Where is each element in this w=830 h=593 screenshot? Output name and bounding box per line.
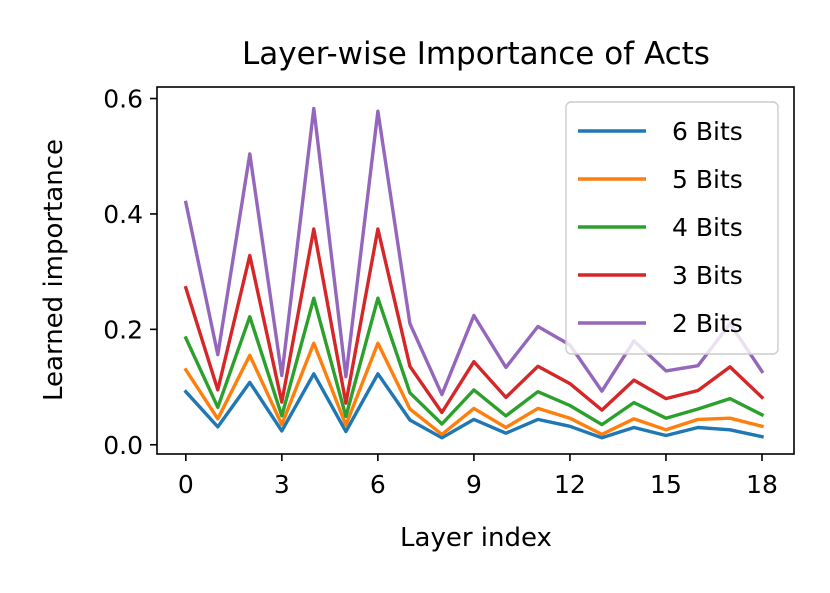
series-line-3 (183, 227, 765, 415)
x-tick-label: 18 (746, 470, 778, 499)
legend-label-4: 2 Bits (672, 309, 743, 338)
legend-label-3: 3 Bits (672, 261, 743, 290)
x-tick-label: 15 (650, 470, 682, 499)
y-axis: 0.0 0.2 0.4 0.6 (103, 85, 157, 460)
y-tick-label: 0.4 (103, 200, 143, 229)
x-tick-label: 0 (178, 470, 194, 499)
axes-frame (156, 86, 795, 455)
series-line-4 (183, 106, 765, 397)
x-tick-label: 6 (370, 470, 386, 499)
legend-label-2: 4 Bits (672, 213, 743, 242)
x-axis: 0 3 6 9 12 15 18 (178, 454, 778, 499)
series-line-0 (183, 372, 765, 440)
x-axis-label: Layer index (400, 523, 552, 553)
legend-box (565, 101, 779, 355)
chart-title: Layer-wise Importance of Acts (242, 36, 710, 72)
x-tick-label: 9 (466, 470, 482, 499)
legend-label-1: 5 Bits (672, 165, 743, 194)
y-tick-label: 0.6 (103, 85, 143, 114)
x-tick-label: 12 (554, 470, 586, 499)
x-tick-label: 3 (274, 470, 290, 499)
legend: 6 Bits 5 Bits 4 Bits 3 Bits 2 Bits (565, 101, 779, 355)
y-tick-label: 0.2 (103, 315, 143, 344)
y-tick-label: 0.0 (103, 431, 143, 460)
series-line-1 (183, 341, 765, 437)
legend-label-0: 6 Bits (672, 117, 743, 146)
plot-area (183, 106, 765, 440)
y-axis-label: Learned importance (39, 139, 69, 401)
series-line-2 (183, 296, 765, 427)
